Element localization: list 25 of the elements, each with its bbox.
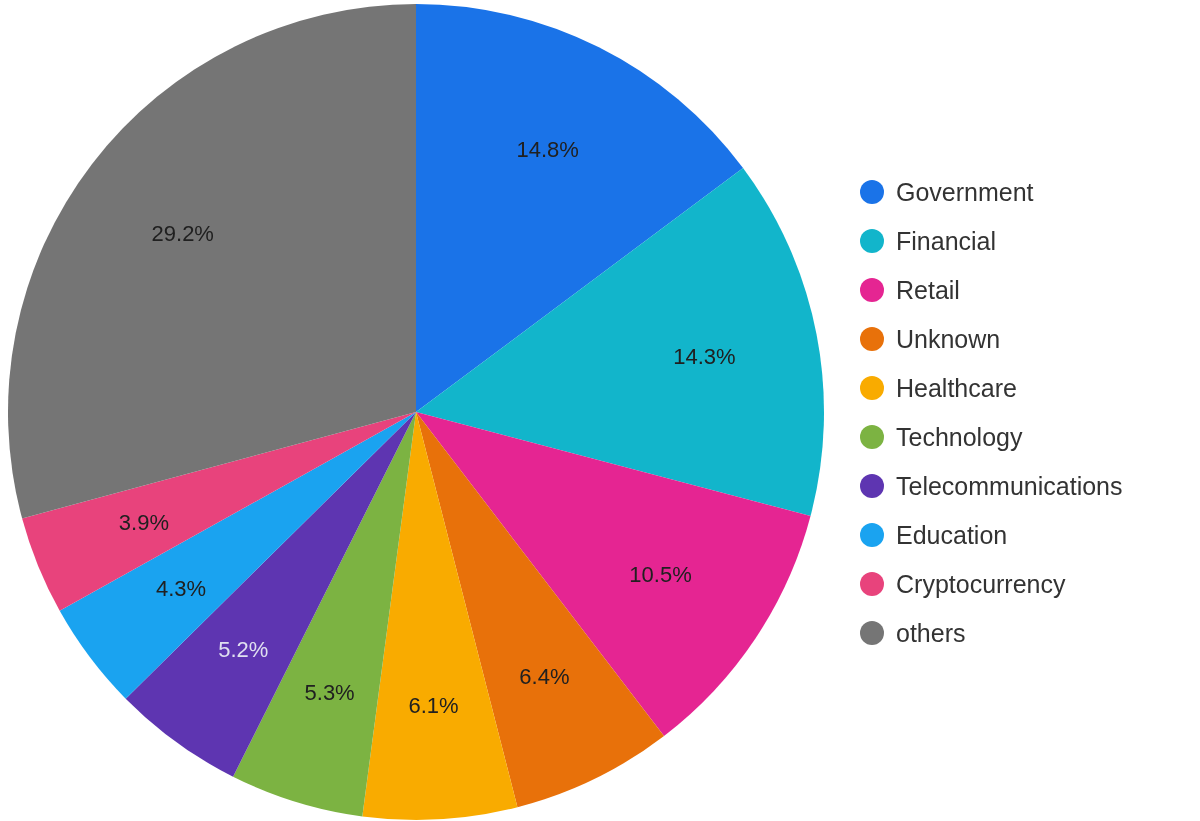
pie-slice xyxy=(416,4,744,412)
legend-label: others xyxy=(896,619,966,647)
legend-label: Government xyxy=(896,178,1034,206)
legend-label: Technology xyxy=(896,423,1023,451)
legend-label: Cryptocurrency xyxy=(896,570,1066,598)
legend-label: Financial xyxy=(896,227,997,255)
data-label: 5.2% xyxy=(218,637,269,663)
data-label: 6.4% xyxy=(519,663,570,689)
legend-label: Telecommunications xyxy=(896,472,1123,500)
data-label: 4.3% xyxy=(156,575,207,601)
pie-slice xyxy=(22,412,416,611)
data-label: 6.1% xyxy=(408,692,459,718)
data-label: 14.8% xyxy=(516,136,579,162)
pie-slice xyxy=(416,168,824,516)
data-label: 10.5% xyxy=(629,562,692,588)
legend-label: Retail xyxy=(896,276,960,304)
pie-slice xyxy=(59,412,416,699)
pie-slice xyxy=(362,412,518,820)
data-label: 3.9% xyxy=(118,510,169,536)
data-label: 14.3% xyxy=(673,343,736,369)
legend-label: Education xyxy=(896,521,1008,549)
data-label: 29.2% xyxy=(151,220,214,246)
legend-label: Healthcare xyxy=(896,374,1017,402)
data-label: 5.3% xyxy=(304,680,355,706)
legend-label: Unknown xyxy=(896,325,1001,353)
